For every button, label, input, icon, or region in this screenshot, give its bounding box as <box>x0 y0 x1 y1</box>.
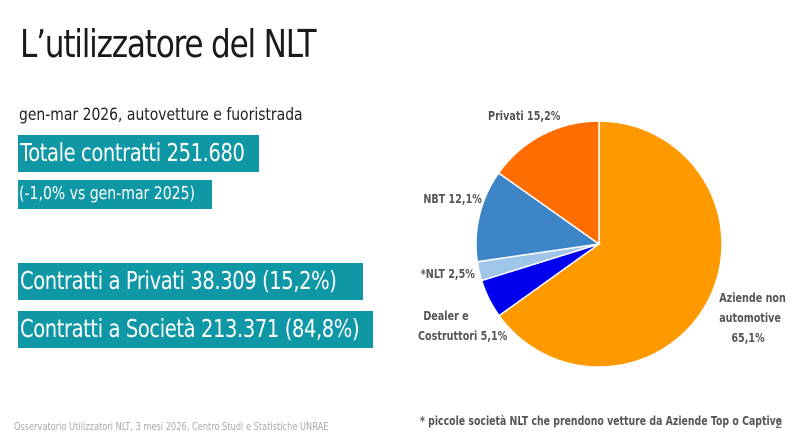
label-nlt: *NLT 2,5% <box>420 267 475 281</box>
pie-slice-privati <box>497 120 600 246</box>
label-privati: Privati 15,2% <box>488 109 561 123</box>
societa-text: Contratti a Società 213.371 (84,8%) <box>20 314 360 343</box>
privati-band: Contratti a Privati 38.309 (15,2%) <box>18 263 363 300</box>
societa-band: Contratti a Società 213.371 (84,8%) <box>18 311 373 348</box>
label-dealer: Dealer e Costruttori 5,1% <box>418 306 508 346</box>
subtitle: gen-mar 2026, autovetture e fuoristrada <box>19 105 303 125</box>
label-aziende-line3: 65,1% <box>731 331 765 345</box>
change-text: (-1,0% vs gen-mar 2025) <box>19 183 196 204</box>
pie-slice-aziende-non-automotive <box>497 120 723 368</box>
page-title: L’utilizzatore del NLT <box>20 22 317 66</box>
label-aziende-line1: Aziende non <box>719 291 786 305</box>
footer-note: * piccole società NLT che prendono vettu… <box>420 414 783 428</box>
label-nbt: NBT 12,1% <box>423 192 482 206</box>
label-aziende-line2: automotive <box>719 311 781 325</box>
label-aziende: Aziende non automotive 65,1% <box>719 288 786 348</box>
page-number: 2 <box>775 417 783 431</box>
label-dealer-line2: Costruttori 5,1% <box>418 329 508 343</box>
pie-slice-nbt <box>475 171 601 263</box>
total-contracts-band: Totale contratti 251.680 <box>18 135 259 172</box>
privati-text: Contratti a Privati 38.309 (15,2%) <box>20 266 337 295</box>
change-band: (-1,0% vs gen-mar 2025) <box>18 180 212 209</box>
label-dealer-line1: Dealer e <box>423 309 469 323</box>
total-contracts-text: Totale contratti 251.680 <box>20 138 245 167</box>
footer-source: Osservatorio Utilizzatori NLT, 3 mesi 20… <box>14 420 329 433</box>
